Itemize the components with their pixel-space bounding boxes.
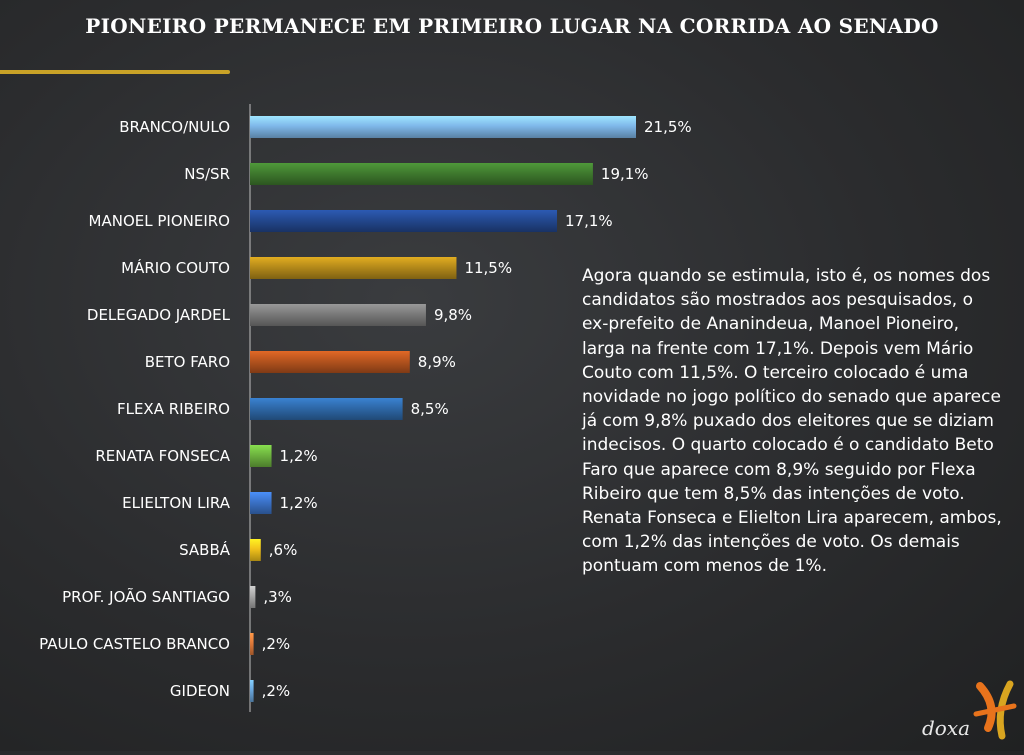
title-underline <box>0 70 230 74</box>
bar-12 <box>250 680 254 702</box>
category-label-6: FLEXA RIBEIRO <box>117 400 230 418</box>
category-label-1: NS/SR <box>184 165 230 183</box>
category-label-2: MANOEL PIONEIRO <box>89 212 230 230</box>
category-label-9: SABBÁ <box>179 540 231 559</box>
bar-7 <box>250 445 272 467</box>
bar-4 <box>250 304 426 326</box>
value-label-7: 1,2% <box>280 447 318 465</box>
bar-3 <box>250 257 457 279</box>
bar-2 <box>250 210 558 232</box>
value-label-10: ,3% <box>263 588 292 606</box>
bar-6 <box>250 398 403 420</box>
doxa-logo-icon <box>973 680 1017 740</box>
category-label-8: ELIELTON LIRA <box>122 494 231 512</box>
description-text: Agora quando se estimula, isto é, os nom… <box>582 266 1002 577</box>
bar-11 <box>250 633 254 655</box>
chart-title: PIONEIRO PERMANECE EM PRIMEIRO LUGAR NA … <box>85 14 939 38</box>
category-label-11: PAULO CASTELO BRANCO <box>39 635 230 653</box>
value-label-8: 1,2% <box>280 494 318 512</box>
category-label-4: DELEGADO JARDEL <box>87 306 231 324</box>
value-label-9: ,6% <box>269 541 298 559</box>
category-label-5: BETO FARO <box>145 353 230 371</box>
category-label-0: BRANCO/NULO <box>119 118 230 136</box>
value-label-12: ,2% <box>262 682 291 700</box>
value-label-11: ,2% <box>262 635 291 653</box>
value-label-3: 11,5% <box>464 259 512 277</box>
value-label-6: 8,5% <box>411 400 449 418</box>
category-label-12: GIDEON <box>170 682 230 700</box>
category-label-10: PROF. JOÃO SANTIAGO <box>62 587 230 606</box>
category-label-7: RENATA FONSECA <box>95 447 230 465</box>
bar-9 <box>250 539 261 561</box>
doxa-logo-text: doxa <box>922 716 971 740</box>
value-label-5: 8,9% <box>418 353 456 371</box>
value-label-1: 19,1% <box>601 165 649 183</box>
bar-1 <box>250 163 593 185</box>
bar-10 <box>250 586 256 608</box>
value-label-0: 21,5% <box>644 118 692 136</box>
bar-0 <box>250 116 636 138</box>
value-label-4: 9,8% <box>434 306 472 324</box>
bar-5 <box>250 351 410 373</box>
doxa-logo: doxa <box>918 676 1022 751</box>
bar-8 <box>250 492 272 514</box>
category-label-3: MÁRIO COUTO <box>121 258 230 277</box>
value-label-2: 17,1% <box>565 212 613 230</box>
